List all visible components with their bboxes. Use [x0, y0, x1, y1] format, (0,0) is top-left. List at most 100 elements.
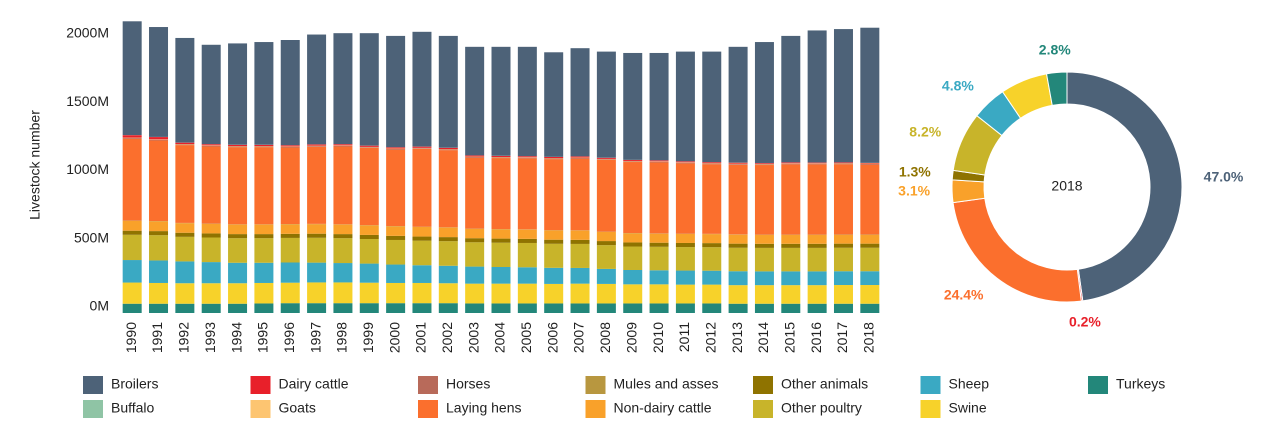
bar-segment — [228, 283, 248, 304]
bar-segment — [201, 146, 221, 224]
bar-segment — [465, 155, 485, 157]
bar-segment — [465, 283, 485, 304]
bar-segment — [122, 220, 142, 231]
bar-segment — [596, 51, 616, 158]
donut-label: 2.8% — [1039, 41, 1071, 57]
bar-segment — [465, 242, 485, 267]
donut-label: 3.1% — [898, 183, 930, 199]
bar-segment — [781, 164, 801, 235]
bar-segment — [754, 271, 774, 286]
donut-label: 4.8% — [942, 77, 974, 93]
bar-segment — [122, 303, 142, 313]
bar-segment — [807, 234, 827, 244]
bar-segment — [254, 144, 274, 147]
bar-segment — [438, 303, 458, 313]
bar-segment — [675, 284, 695, 304]
y-tick-label: 1500M — [66, 93, 109, 109]
legend-swatch — [585, 376, 606, 394]
bar-segment — [807, 30, 827, 163]
legend-swatch — [250, 376, 271, 394]
bar-segment — [307, 34, 327, 145]
bar-segment — [465, 46, 485, 156]
x-tick-label: 2009 — [623, 322, 639, 353]
x-tick-label: 2000 — [386, 322, 402, 353]
bar-segment — [754, 234, 774, 244]
bar-segment — [307, 146, 327, 224]
x-tick-label: 2007 — [571, 322, 587, 353]
bar-segment — [623, 52, 643, 160]
bar-segment — [228, 43, 248, 145]
bar-segment — [307, 233, 327, 238]
y-tick-label: 1000M — [66, 161, 109, 177]
x-tick-label: 2016 — [808, 322, 824, 353]
bar-segment — [465, 156, 485, 158]
legend-label: Mules and asses — [614, 376, 719, 392]
bar-segment — [833, 234, 853, 244]
bar-segment — [412, 265, 432, 283]
bar-segment — [702, 303, 722, 313]
bar-segment — [728, 162, 748, 164]
bar-segment — [386, 282, 406, 304]
bar-segment — [702, 270, 722, 285]
bar-segment — [307, 262, 327, 283]
bar-segment — [412, 236, 432, 241]
bar-segment — [649, 284, 669, 304]
bar-segment — [728, 164, 748, 165]
bar-segment — [386, 35, 406, 148]
legend-swatch — [418, 376, 438, 394]
bar-segment — [333, 33, 353, 145]
bar-segment — [359, 147, 379, 148]
bar-segment — [596, 303, 616, 313]
bar-segment — [412, 146, 432, 148]
donut-label: 8.2% — [909, 123, 941, 139]
x-tick-label: 2006 — [544, 322, 560, 353]
bar-segment — [675, 247, 695, 271]
bar-segment — [359, 303, 379, 313]
x-tick-label: 2012 — [702, 322, 718, 353]
bar-segment — [201, 145, 221, 147]
bar-segment — [465, 266, 485, 284]
bar-segment — [860, 271, 880, 286]
bar-segment — [175, 37, 195, 143]
bar-segment — [175, 145, 195, 223]
bar-segment — [596, 159, 616, 232]
bar-segment — [412, 227, 432, 237]
bar-segment — [728, 234, 748, 244]
bar-segment — [333, 224, 353, 235]
bar-segment — [833, 162, 853, 164]
bar-segment — [254, 262, 274, 283]
donut-label: 1.3% — [899, 163, 931, 179]
bar-segment — [465, 157, 485, 229]
bar-segment — [412, 282, 432, 304]
bar-segment — [386, 303, 406, 313]
bar-segment — [860, 303, 880, 313]
bar-segment — [386, 226, 406, 236]
bar-segment — [438, 283, 458, 304]
bar-segment — [728, 46, 748, 163]
bar-segment — [860, 247, 880, 272]
legend-label: Swine — [949, 400, 987, 416]
bar-segment — [122, 135, 142, 138]
bar-segment — [807, 271, 827, 286]
legend-swatch — [753, 400, 773, 418]
bar-segment — [596, 283, 616, 304]
legend-label: Other animals — [781, 376, 868, 392]
x-tick-label: 2004 — [492, 322, 508, 353]
bar-segment — [412, 148, 432, 149]
bar-segment — [412, 240, 432, 266]
bar-segment — [122, 230, 142, 235]
donut-slice — [951, 179, 986, 204]
bar-segment — [491, 242, 511, 267]
bar-segment — [149, 27, 169, 137]
x-tick-label: 1995 — [255, 322, 271, 353]
bar-segment — [781, 285, 801, 304]
bar-segment — [359, 234, 379, 240]
bar-segment — [649, 162, 669, 234]
bar-segment — [649, 160, 669, 162]
bar-segment — [570, 239, 590, 244]
bar-segment — [254, 42, 274, 145]
bar-segment — [491, 155, 511, 157]
x-tick-label: 1993 — [202, 322, 218, 353]
bar-segment — [491, 46, 511, 156]
bar-segment — [623, 162, 643, 234]
